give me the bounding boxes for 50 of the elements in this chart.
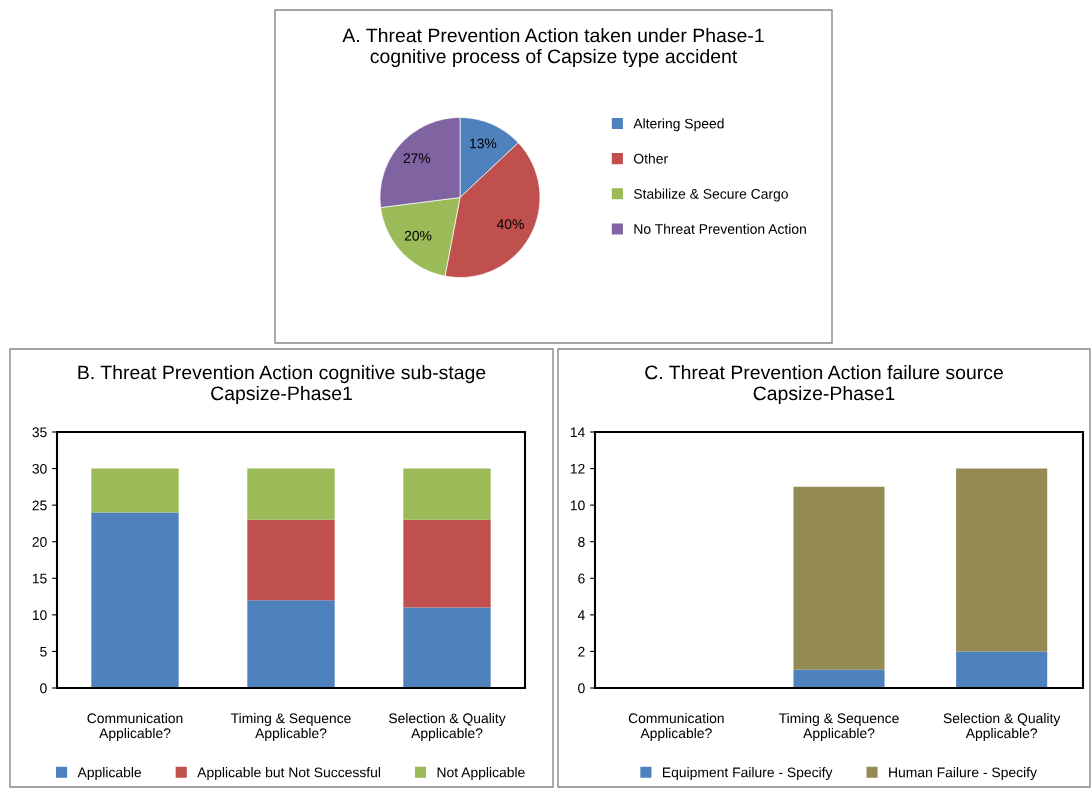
legend-label: Not Applicable	[437, 767, 525, 781]
bar	[403, 468, 491, 520]
y-tick-label: 0	[40, 683, 47, 694]
bar	[91, 512, 179, 688]
bar	[403, 519, 491, 608]
legend-label: Other	[633, 153, 668, 164]
y-tick-label: 5	[40, 646, 47, 657]
legend-label: Applicable but Not Successful	[197, 767, 381, 781]
bar	[793, 486, 885, 670]
legend-label: Altering Speed	[633, 118, 724, 132]
y-tick-label: 35	[32, 427, 47, 438]
bar	[403, 607, 491, 688]
chart-title: B. Threat Prevention Action cognitive sub-stage Capsize-Phase1	[78, 365, 486, 405]
x-tick-label: Selection & Quality Applicable?	[943, 713, 1061, 741]
x-tick-label: Communication Applicable?	[628, 713, 724, 741]
chart-title: A. Threat Prevention Action taken under Phase-1 cognitive process of Capsize type accident	[342, 28, 764, 68]
legend-label: Human Failure - Specify	[889, 767, 1037, 781]
y-tick-label: 14	[570, 427, 585, 438]
legend-label: Applicable	[77, 767, 142, 781]
x-tick-label: Selection & Quality Applicable?	[388, 713, 506, 741]
bar	[247, 519, 335, 601]
y-tick-label: 8	[578, 537, 585, 547]
y-tick-label: 20	[32, 537, 47, 547]
bar	[793, 669, 885, 688]
y-tick-label: 25	[32, 500, 47, 511]
bar	[247, 600, 335, 688]
y-tick-label: 0	[578, 683, 585, 694]
x-tick-label: Timing & Sequence Applicable?	[230, 713, 351, 741]
y-tick-label: 6	[578, 573, 585, 584]
data-label: 20%	[404, 230, 432, 241]
bar	[91, 468, 179, 513]
chart-title: C. Threat Prevention Action failure source Capsize-Phase1	[645, 365, 1003, 405]
y-tick-label: 12	[570, 463, 585, 474]
data-label: 40%	[496, 219, 524, 229]
y-tick-label: 30	[32, 463, 47, 474]
data-label: 13%	[470, 138, 497, 149]
legend-label: No Threat Prevention Action	[634, 223, 806, 234]
y-tick-label: 15	[32, 573, 47, 584]
x-tick-label: Timing & Sequence Applicable?	[778, 713, 899, 741]
bar	[956, 468, 1048, 652]
x-tick-label: Communication Applicable?	[87, 713, 183, 741]
y-tick-label: 4	[577, 610, 585, 620]
y-tick-label: 10	[32, 610, 47, 621]
legend-label: Equipment Failure - Specify	[663, 767, 833, 781]
bar	[247, 468, 335, 520]
legend-label: Stabilize & Secure Cargo	[633, 188, 788, 202]
y-tick-label: 10	[570, 500, 585, 511]
y-tick-label: 2	[578, 646, 585, 657]
bar	[956, 651, 1048, 688]
data-label: 27%	[403, 153, 431, 164]
